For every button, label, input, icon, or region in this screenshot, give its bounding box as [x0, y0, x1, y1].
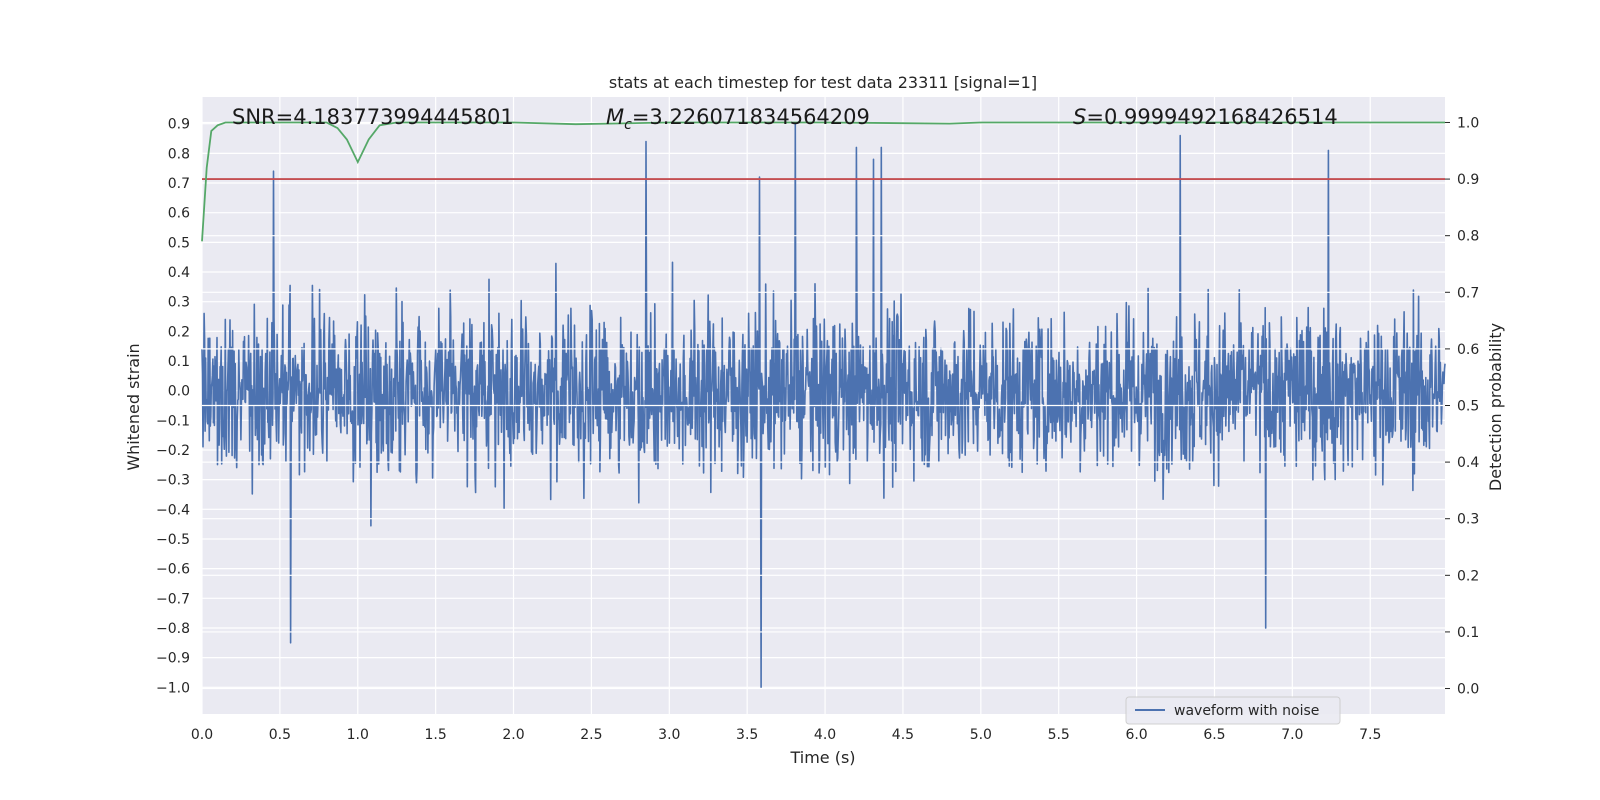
legend: waveform with noise: [1125, 696, 1341, 725]
mc-value: =3.226071834564209: [632, 105, 870, 129]
y-tick-label: 0.7: [168, 176, 190, 192]
y-tick-label: −0.1: [156, 413, 190, 429]
y2-tick-label: 0.6: [1457, 342, 1479, 358]
mc-symbol: M: [606, 105, 624, 129]
probability-series: [201, 121, 1445, 242]
y2-axis-label: Detection probability: [1486, 323, 1505, 491]
probability-line: [201, 121, 1445, 242]
y-tick-label: −1.0: [156, 680, 190, 696]
y-tick-label: −0.3: [156, 473, 190, 489]
y2-tick-label: 0.0: [1457, 682, 1479, 698]
y-tick-label: 0.6: [168, 206, 190, 222]
y-axis-label: Whitened strain: [124, 343, 143, 470]
x-tick-label: 3.0: [658, 727, 680, 743]
y-tick-label: −0.9: [156, 651, 190, 667]
y2-tick-label: 0.8: [1457, 229, 1479, 245]
legend-box: [1125, 696, 1341, 725]
snr-annotation: SNR=4.183773994445801: [232, 105, 514, 129]
y2-tick-label: 0.7: [1457, 285, 1479, 301]
y2-tick-label: 0.4: [1457, 455, 1479, 471]
legend-label: waveform with noise: [1174, 703, 1319, 719]
y-tick-label: −0.2: [156, 443, 190, 459]
y-tick-label: −0.6: [156, 562, 190, 578]
mc-annotation: Mc=3.226071834564209: [606, 105, 870, 133]
waveform-line: [201, 122, 1446, 689]
y-tick-label: 0.1: [168, 354, 190, 370]
y2-tick-label: 0.1: [1457, 625, 1479, 641]
tick-labels: 0.0 0.5 1.0 1.5 2.0 2.5 3.0 3.5 4.0 4.5 5.0 5.5 6.0 6…: [156, 115, 1479, 743]
y-tick-label: 0.8: [168, 146, 190, 162]
x-tick-label: 6.5: [1203, 727, 1225, 743]
x-tick-label: 2.0: [502, 727, 524, 743]
x-tick-label: 1.5: [425, 727, 447, 743]
y2-tick-label: 0.2: [1457, 568, 1479, 584]
x-tick-label: 3.5: [736, 727, 758, 743]
y-tick-label: −0.5: [156, 532, 190, 548]
y-tick-label: −0.4: [156, 502, 190, 518]
x-tick-label: 7.5: [1359, 727, 1381, 743]
x-tick-label: 1.0: [347, 727, 369, 743]
y-tick-label: 0.3: [168, 295, 190, 311]
y2-tick-label: 1.0: [1457, 115, 1479, 131]
x-tick-label: 0.0: [191, 727, 213, 743]
s-value: =0.9999492168426514: [1086, 105, 1337, 129]
chart-title: stats at each timestep for test data 233…: [609, 73, 1037, 92]
x-tick-label: 5.5: [1048, 727, 1070, 743]
s-annotation: S=0.9999492168426514: [1073, 105, 1338, 129]
y-tick-label: −0.8: [156, 621, 190, 637]
x-tick-label: 7.0: [1281, 727, 1303, 743]
x-tick-label: 4.5: [892, 727, 914, 743]
y2-tick-label: 0.5: [1457, 399, 1479, 415]
x-tick-label: 6.0: [1125, 727, 1147, 743]
y2-tick-label: 0.9: [1457, 172, 1479, 188]
y-tick-label: 0.5: [168, 235, 190, 251]
x-tick-label: 5.0: [970, 727, 992, 743]
y-tick-label: 0.9: [168, 117, 190, 133]
mc-subscript: c: [624, 117, 632, 133]
x-tick-label: 4.0: [814, 727, 836, 743]
x-tick-label: 0.5: [269, 727, 291, 743]
y-tick-label: −0.7: [156, 591, 190, 607]
y-tick-label: 0.0: [168, 384, 190, 400]
y-tick-label: 0.4: [168, 265, 190, 281]
y2-tick-label: 0.3: [1457, 512, 1479, 528]
s-symbol: S: [1073, 105, 1086, 129]
x-axis-label: Time (s): [789, 748, 855, 767]
y-tick-label: 0.2: [168, 324, 190, 340]
x-tick-label: 2.5: [580, 727, 602, 743]
